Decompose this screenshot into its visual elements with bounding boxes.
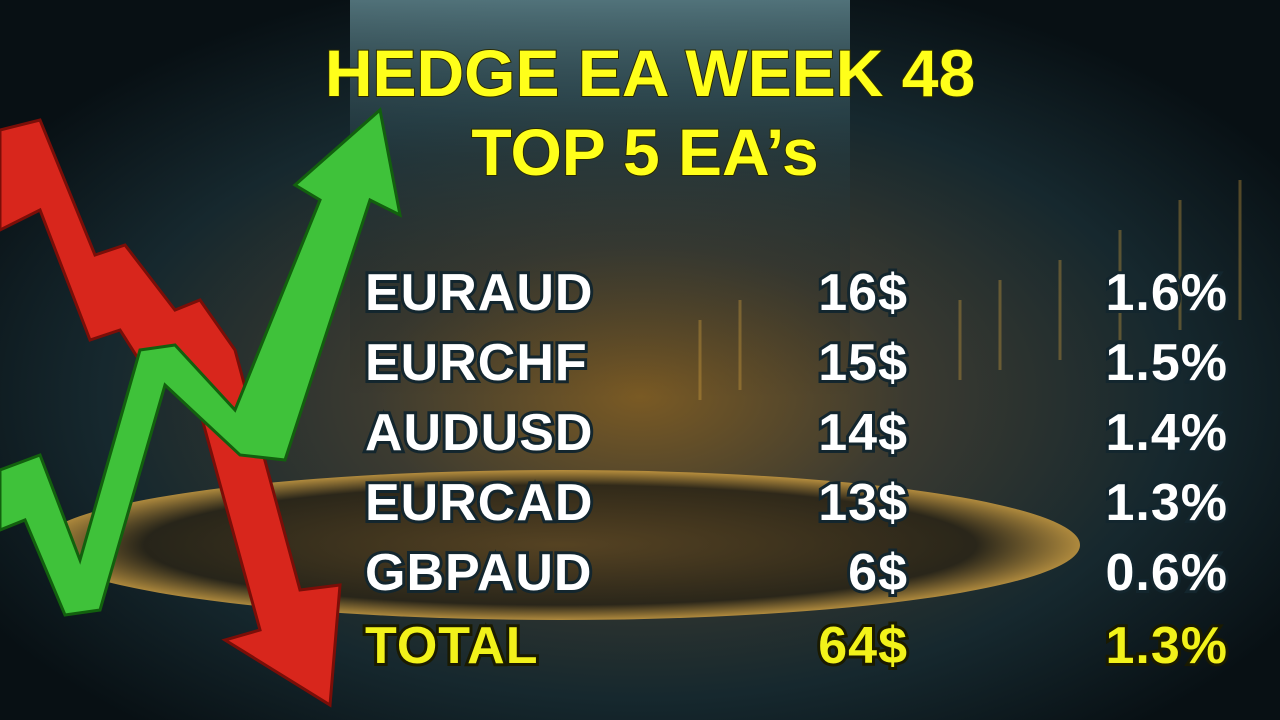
profit-amount: 64$	[818, 617, 908, 675]
pair-name: EURCHF	[365, 334, 588, 392]
pair-name: EURCAD	[365, 474, 593, 532]
profit-amount: 6$	[848, 544, 908, 602]
profit-percent: 1.6%	[1105, 264, 1228, 322]
profit-percent: 1.5%	[1105, 334, 1228, 392]
red-arrow	[0, 118, 342, 708]
platform	[40, 470, 1080, 620]
profit-amount: 13$	[818, 474, 908, 532]
green-arrow	[0, 107, 403, 617]
profit-percent: 0.6%	[1105, 544, 1228, 602]
pair-name: TOTAL	[365, 617, 539, 675]
title-line: HEDGE EA WEEK 48	[325, 36, 975, 110]
profit-amount: 16$	[818, 264, 908, 322]
pair-name: EURAUD	[365, 264, 593, 322]
title-line: TOP 5 EA’s	[471, 115, 818, 189]
results-table: EURAUD 16$ 1.6% EURCHF 15$ 1.5% AUDUSD 14$ 1.4% E…	[362, 261, 1230, 678]
light-beam	[350, 0, 850, 400]
profit-percent: 1.3%	[1105, 617, 1228, 675]
profit-amount: 14$	[818, 404, 908, 462]
profit-percent: 1.3%	[1105, 474, 1228, 532]
chart-texture	[698, 180, 1242, 400]
pair-name: AUDUSD	[365, 404, 593, 462]
profit-amount: 15$	[818, 334, 908, 392]
profit-percent: 1.4%	[1105, 404, 1228, 462]
pair-name: GBPAUD	[365, 544, 592, 602]
